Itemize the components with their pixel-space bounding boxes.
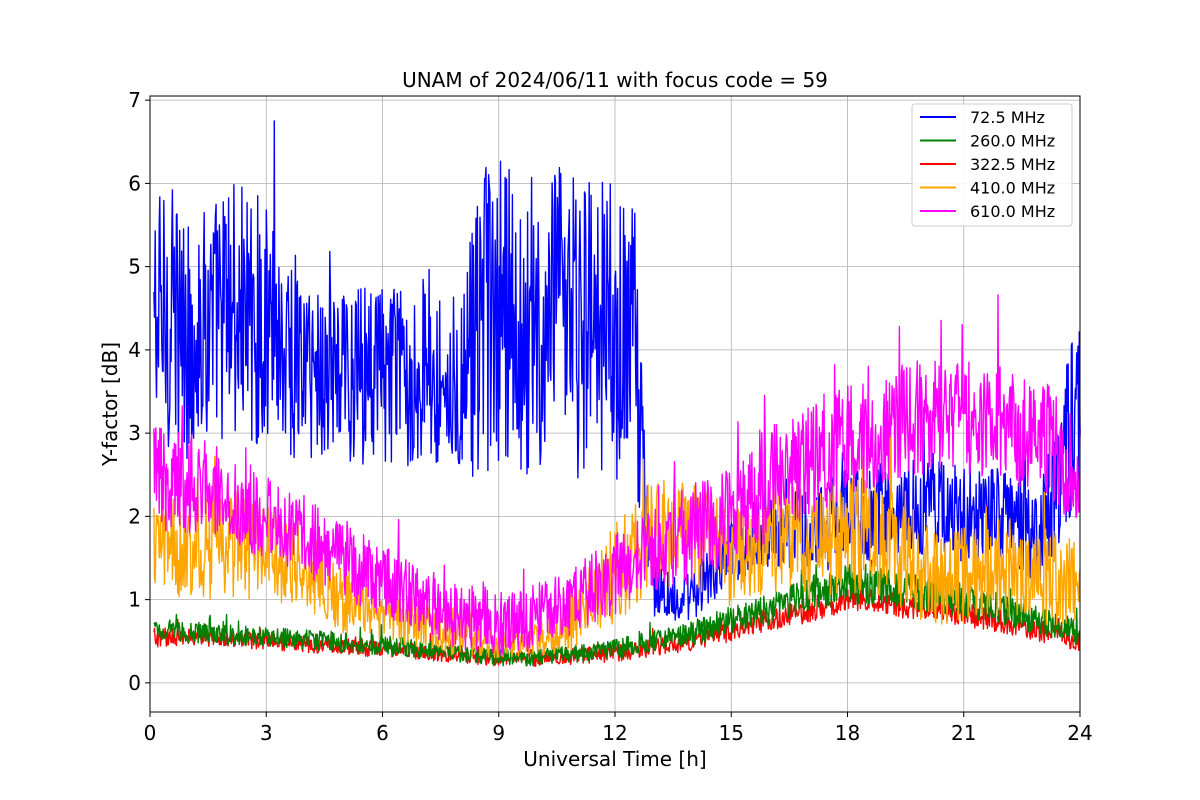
y-tick-label: 5: [128, 255, 141, 279]
series-line: [153, 120, 1081, 621]
x-tick-label: 9: [492, 721, 505, 745]
x-tick-label: 0: [144, 721, 157, 745]
x-tick-label: 6: [376, 721, 389, 745]
x-tick-label: 18: [835, 721, 860, 745]
y-tick-label: 1: [128, 588, 141, 612]
chart-title: UNAM of 2024/06/11 with focus code = 59: [402, 68, 828, 92]
x-tick-label: 21: [951, 721, 976, 745]
series-layer: [153, 120, 1081, 667]
series-line: [153, 418, 1081, 659]
x-tick-label: 15: [719, 721, 744, 745]
x-tick-label: 12: [602, 721, 627, 745]
x-axis-label: Universal Time [h]: [523, 747, 706, 771]
series-line: [153, 294, 1081, 657]
y-tick-label: 6: [128, 171, 141, 195]
y-tick-label: 2: [128, 504, 141, 528]
y-axis-label: Y-factor [dB]: [98, 342, 122, 467]
x-tick-label: 24: [1067, 721, 1092, 745]
y-tick-label: 3: [128, 421, 141, 445]
legend-label: 322.5 MHz: [970, 155, 1055, 174]
legend: 72.5 MHz 260.0 MHz 322.5 MHz 410.0 MHz 610.0…: [911, 103, 1073, 227]
legend-label: 610.0 MHz: [970, 202, 1055, 221]
x-tick-label: 3: [260, 721, 273, 745]
legend-label: 72.5 MHz: [970, 108, 1045, 127]
y-tick-label: 4: [128, 338, 141, 362]
legend-label: 260.0 MHz: [970, 132, 1055, 151]
y-tick-label: 7: [128, 88, 141, 112]
legend-label: 410.0 MHz: [970, 179, 1055, 198]
y-tick-label: 0: [128, 671, 141, 695]
legend-box: [911, 103, 1073, 227]
